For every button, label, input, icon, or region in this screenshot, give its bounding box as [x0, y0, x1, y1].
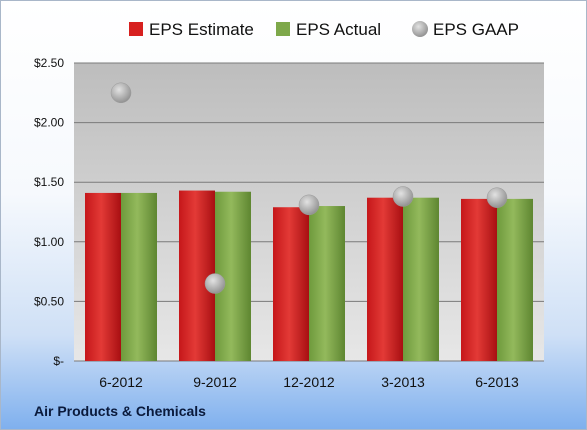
legend: EPS Estimate EPS Actual EPS GAAP	[129, 20, 519, 39]
x-tick-label: 6-2012	[99, 374, 143, 390]
legend-swatch	[276, 22, 290, 36]
x-tick-label: 3-2013	[381, 374, 425, 390]
y-tick-label: $2.00	[34, 116, 64, 130]
bar-eps-estimate	[461, 198, 497, 361]
y-tick-label: $1.50	[34, 175, 64, 189]
legend-label: EPS GAAP	[433, 20, 519, 39]
bar-eps-estimate	[367, 197, 403, 361]
y-tick-label: $1.00	[34, 235, 64, 249]
gaap-markers	[110, 82, 508, 294]
company-name: Air Products & Chemicals	[34, 403, 206, 419]
legend-label: EPS Actual	[296, 20, 381, 39]
y-tick-label: $2.50	[34, 56, 64, 70]
x-tick-label: 6-2013	[475, 374, 519, 390]
bar-eps-actual	[309, 206, 345, 361]
marker-eps-gaap	[204, 273, 226, 294]
y-axis: $- $0.50 $1.00 $1.50 $2.00 $2.50	[34, 56, 64, 368]
legend-swatch	[129, 22, 143, 36]
x-axis: 6-2012 9-2012 12-2012 3-2013 6-2013	[99, 374, 519, 390]
bar-eps-estimate	[273, 207, 309, 361]
bars	[85, 190, 533, 361]
marker-eps-gaap	[392, 186, 414, 207]
x-tick-label: 12-2012	[283, 374, 335, 390]
bar-eps-actual	[497, 198, 533, 361]
bar-eps-actual	[403, 197, 439, 361]
y-tick-label: $-	[53, 354, 64, 368]
marker-eps-gaap	[298, 194, 320, 216]
marker-eps-gaap	[486, 187, 508, 208]
legend-label: EPS Estimate	[149, 20, 254, 39]
bar-eps-estimate	[85, 192, 121, 361]
marker-eps-gaap	[110, 82, 132, 104]
y-tick-label: $0.50	[34, 294, 64, 308]
bar-eps-actual	[121, 192, 157, 361]
legend-swatch	[412, 21, 428, 37]
x-tick-label: 9-2012	[193, 374, 237, 390]
